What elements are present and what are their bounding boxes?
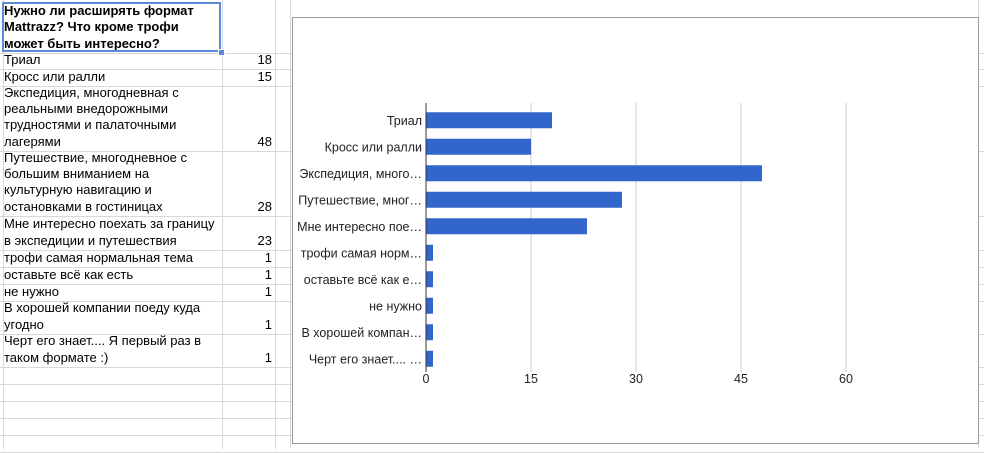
selected-cell-border xyxy=(2,2,221,52)
value-cell[interactable]: 23 xyxy=(257,233,272,248)
label-cell[interactable]: не нужно xyxy=(4,283,59,299)
category-label: Путешествие, мног… xyxy=(298,193,422,207)
category-label: оставьте всё как е… xyxy=(304,273,422,287)
value-cell[interactable]: 15 xyxy=(257,69,272,84)
x-tick-label: 45 xyxy=(734,372,748,386)
label-cell[interactable]: В хорошей компании поеду куда угодно xyxy=(4,300,201,332)
bar xyxy=(426,191,622,208)
column-divider xyxy=(222,0,223,449)
category-label: Мне интересно пое… xyxy=(297,220,422,234)
bar xyxy=(426,324,433,341)
bar xyxy=(426,271,433,288)
value-cell[interactable]: 1 xyxy=(264,267,272,282)
label-cell[interactable]: Экспедиция, многодневная с реальными вне… xyxy=(4,84,179,149)
category-label: Черт его знает.... … xyxy=(309,352,422,366)
category-label: Экспедиция, много… xyxy=(299,167,422,181)
bar-chart[interactable]: 0 15 30 45 60 Триал Кросс или ралли Экспедиция,… xyxy=(292,17,979,444)
label-cell[interactable]: Путешествие, многодневное с большим вним… xyxy=(4,149,188,214)
chart-svg: 0 15 30 45 60 Триал Кросс или ралли Экспедиция,… xyxy=(297,103,853,386)
label-cell[interactable]: оставьте всё как есть xyxy=(4,266,134,282)
column-divider xyxy=(275,0,276,449)
x-tick-label: 30 xyxy=(629,372,643,386)
category-label: Триал xyxy=(387,114,422,128)
x-tick-label: 0 xyxy=(423,372,430,386)
bar xyxy=(426,297,433,314)
label-cell[interactable]: Черт его знает.... Я первый раз в таком … xyxy=(4,333,202,365)
value-cell[interactable]: 1 xyxy=(264,250,272,265)
bar xyxy=(426,138,531,155)
label-cell[interactable]: Триал xyxy=(4,51,41,67)
bar xyxy=(426,244,433,261)
column-divider xyxy=(290,0,291,449)
value-cell[interactable]: 1 xyxy=(264,317,272,332)
label-cell[interactable]: Мне интересно поехать за границу в экспе… xyxy=(4,216,215,248)
value-cell[interactable]: 28 xyxy=(257,199,272,214)
value-cell[interactable]: 48 xyxy=(257,134,272,149)
label-cell[interactable]: Кросс или ралли xyxy=(4,68,106,84)
column-divider xyxy=(3,0,4,449)
value-cell[interactable]: 1 xyxy=(264,284,272,299)
bar xyxy=(426,165,762,182)
header-cell[interactable]: Нужно ли расширять формат Mattrazz? Что … xyxy=(4,3,194,51)
label-cell[interactable]: трофи самая нормальная тема xyxy=(4,249,193,265)
bar xyxy=(426,112,552,129)
x-tick-label: 60 xyxy=(839,372,853,386)
category-label: Кросс или ралли xyxy=(325,140,422,154)
category-label: трофи самая норм… xyxy=(301,246,422,260)
category-label: не нужно xyxy=(369,299,422,313)
bar xyxy=(426,350,433,367)
value-cell[interactable]: 18 xyxy=(257,52,272,67)
category-label: В хорошей компан… xyxy=(302,326,423,340)
value-cell[interactable]: 1 xyxy=(264,350,272,365)
bar xyxy=(426,218,587,235)
fill-handle[interactable] xyxy=(218,49,225,56)
x-tick-label: 15 xyxy=(524,372,538,386)
